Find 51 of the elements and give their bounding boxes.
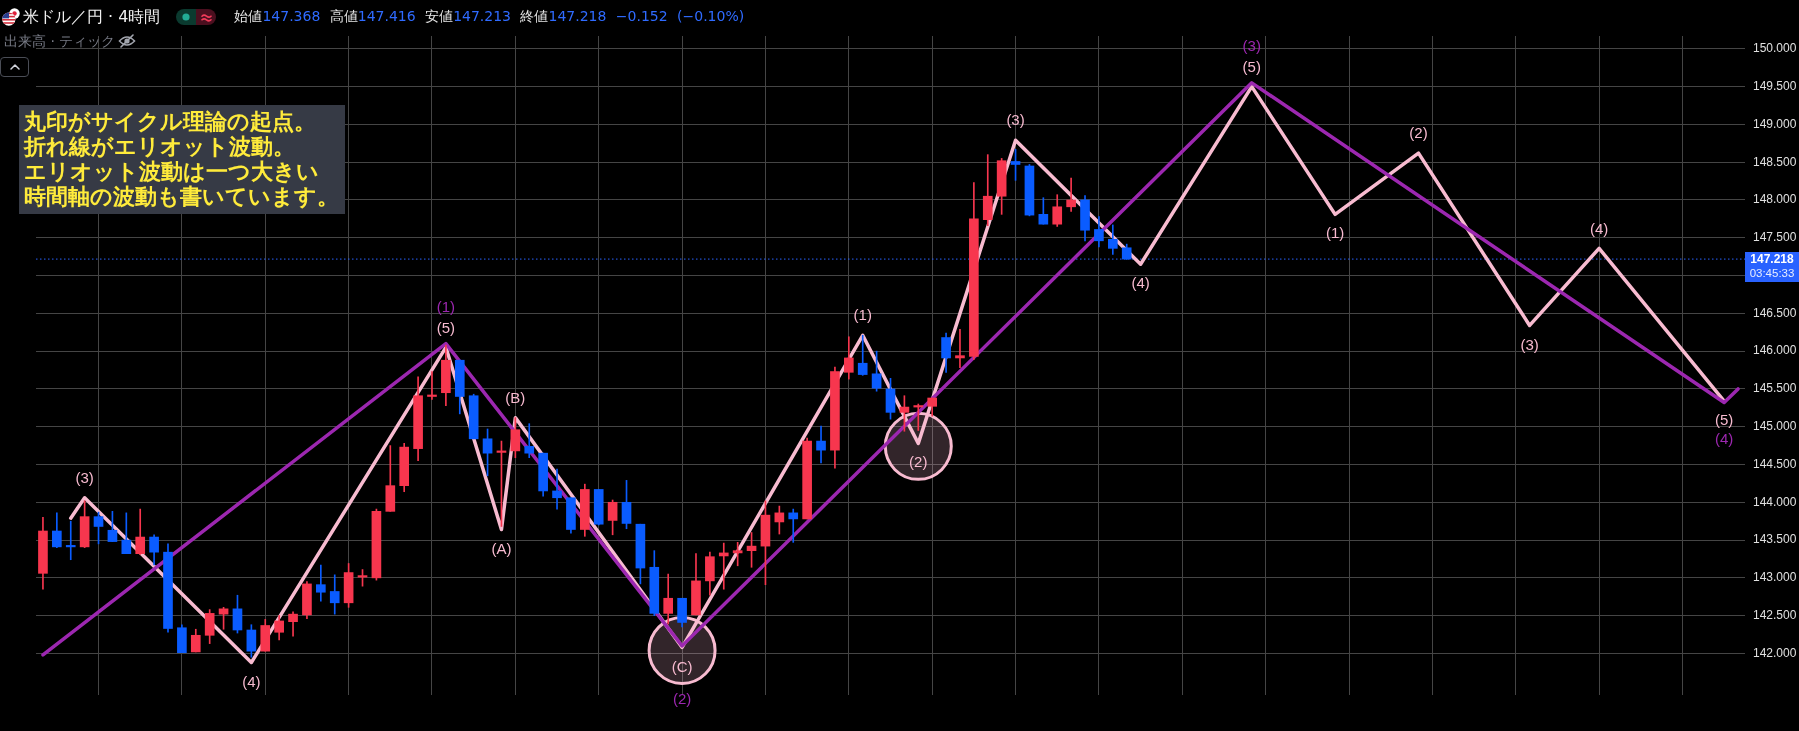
- annotation: (1): [853, 306, 872, 324]
- y-tick-label: 143.000: [1753, 570, 1797, 585]
- annotation: (3): [75, 468, 94, 486]
- annotation: (2): [672, 690, 692, 708]
- annotation: (A): [491, 539, 512, 557]
- y-tick-label: 149.500: [1753, 78, 1797, 93]
- y-tick-label: 142.500: [1753, 607, 1797, 622]
- annotation: 丸印がサイクル理論の起点。折れ線がエリオット波動。エリオット波動は一つ大きい時間軸の波動も書いています。: [24, 109, 339, 209]
- y-tick-label: 146.000: [1753, 343, 1797, 358]
- y-tick-label: 142.000: [1753, 645, 1797, 660]
- candlestick: [65, 520, 76, 561]
- candlestick: [316, 564, 326, 602]
- annotation: (1): [1325, 224, 1345, 242]
- y-tick-label: 148.000: [1753, 192, 1797, 207]
- annotation: (2): [909, 453, 928, 471]
- y-tick-label: 145.500: [1753, 381, 1797, 396]
- chart-title: 米ドル／円 · 4時間: [23, 6, 161, 28]
- y-tick-label: 144.000: [1753, 494, 1797, 509]
- annotation: (4): [242, 672, 261, 690]
- annotation: (5): [1242, 57, 1261, 75]
- candlestick: [788, 508, 799, 543]
- candlestick: [524, 423, 535, 459]
- candlestick: [427, 371, 437, 400]
- annotation: (4): [1131, 274, 1150, 292]
- y-tick-label: 145.000: [1753, 419, 1797, 434]
- annotation: (3): [1006, 111, 1025, 129]
- y-tick-label: 144.500: [1753, 456, 1797, 471]
- annotation: (B): [505, 388, 526, 406]
- annotation: (1): [436, 297, 456, 315]
- candlestick: [1066, 177, 1076, 212]
- annotation: (C): [671, 657, 693, 675]
- y-tick-label: 148.500: [1753, 154, 1797, 169]
- y-tick-label: 150.000: [1753, 41, 1797, 56]
- candlestick: [955, 328, 965, 369]
- annotation: (3): [1520, 335, 1539, 353]
- text: 03:45:33: [1749, 267, 1795, 280]
- annotation: (2): [1409, 124, 1428, 142]
- annotation: 出来高 · ティック: [4, 32, 116, 50]
- candlestick: [913, 403, 924, 431]
- ref-line-label: 147.218: [1750, 252, 1795, 267]
- annotation: (3): [1242, 37, 1261, 54]
- annotation: (4): [1589, 219, 1609, 237]
- chart-subtitle: 始値147.368 高値147.416 安値147.213 終値147.218 −0.152 (−0.10%): [234, 8, 745, 24]
- annotation: (5): [1714, 411, 1734, 429]
- y-tick-label: 143.500: [1753, 532, 1797, 547]
- annotation: (4): [1714, 429, 1734, 447]
- y-tick-label: 149.000: [1753, 116, 1797, 131]
- y-tick-label: 146.500: [1753, 305, 1797, 320]
- annotation: (5): [436, 318, 456, 336]
- candlestick: [552, 468, 562, 510]
- y-tick-label: 147.500: [1753, 230, 1797, 245]
